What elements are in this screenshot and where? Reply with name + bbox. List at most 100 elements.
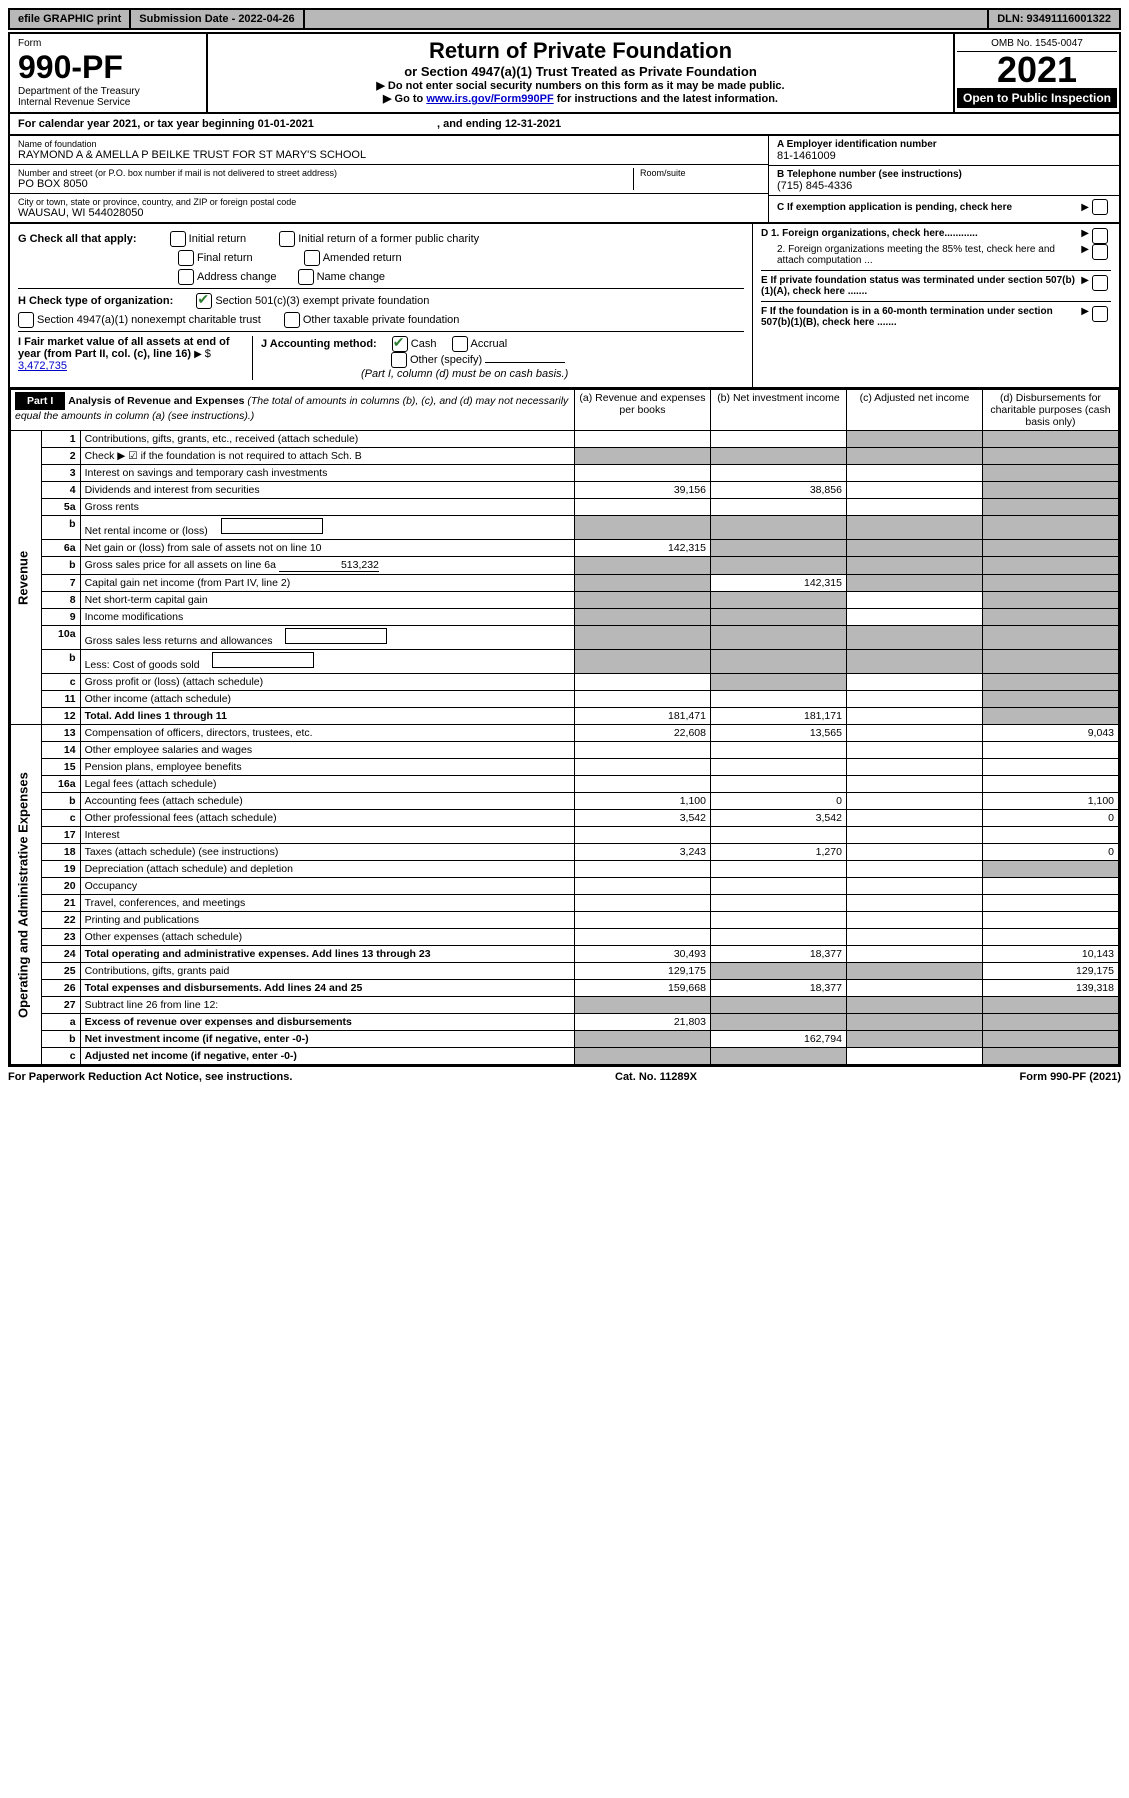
form-label: Form	[18, 38, 198, 49]
value-cell-b	[710, 912, 846, 929]
value-cell-b: 18,377	[710, 946, 846, 963]
foundation-name: RAYMOND A & AMELLA P BEILKE TRUST FOR ST…	[18, 149, 760, 161]
h-opt2: Section 4947(a)(1) nonexempt charitable …	[37, 314, 261, 326]
exemption-checkbox[interactable]	[1092, 199, 1108, 215]
row-number: 2	[41, 448, 80, 465]
arrow-icon	[1081, 228, 1092, 239]
value-cell-b	[710, 431, 846, 448]
table-row: 6aNet gain or (loss) from sale of assets…	[11, 540, 1119, 557]
value-cell-a	[574, 895, 710, 912]
table-row: 14Other employee salaries and wages	[11, 742, 1119, 759]
table-row: bNet rental income or (loss)	[11, 516, 1119, 540]
part1-label: Part I	[15, 392, 65, 410]
row-description: Gross profit or (loss) (attach schedule)	[80, 674, 574, 691]
value-cell-d	[982, 540, 1118, 557]
form-title: Return of Private Foundation	[216, 38, 945, 64]
j-check-cash[interactable]	[392, 336, 408, 352]
row-description: Other income (attach schedule)	[80, 691, 574, 708]
row-description: Total. Add lines 1 through 11	[80, 708, 574, 725]
value-cell-c	[846, 980, 982, 997]
phone-row: B Telephone number (see instructions) (7…	[769, 166, 1119, 196]
value-cell-c	[846, 1031, 982, 1048]
cal-a: For calendar year 2021, or tax year begi…	[18, 118, 314, 130]
e-label: E If private foundation status was termi…	[761, 275, 1081, 297]
row-number: b	[41, 793, 80, 810]
ein-row: A Employer identification number 81-1461…	[769, 136, 1119, 166]
city-row: City or town, state or province, country…	[10, 194, 768, 222]
value-cell-b: 1,270	[710, 844, 846, 861]
revenue-side-label: Revenue	[11, 431, 42, 725]
g-check-address[interactable]	[178, 269, 194, 285]
row-number: b	[41, 650, 80, 674]
city-value: WAUSAU, WI 544028050	[18, 207, 760, 219]
row-description: Legal fees (attach schedule)	[80, 776, 574, 793]
row-number: 18	[41, 844, 80, 861]
g-opt-2: Final return	[197, 252, 253, 264]
table-row: cGross profit or (loss) (attach schedule…	[11, 674, 1119, 691]
e-row: E If private foundation status was termi…	[761, 270, 1111, 297]
value-cell-d	[982, 482, 1118, 499]
top-spacer	[305, 10, 988, 28]
row-number: 24	[41, 946, 80, 963]
j-label: J Accounting method:	[261, 338, 377, 350]
row-number: a	[41, 1014, 80, 1031]
value-cell-b: 142,315	[710, 575, 846, 592]
footer-right: Form 990-PF (2021)	[1020, 1071, 1122, 1083]
h-row: H Check type of organization: Section 50…	[18, 288, 744, 309]
page-footer: For Paperwork Reduction Act Notice, see …	[8, 1067, 1121, 1087]
d2-checkbox[interactable]	[1092, 244, 1108, 260]
room-label: Room/suite	[640, 168, 760, 178]
value-cell-d	[982, 1031, 1118, 1048]
value-cell-d	[982, 827, 1118, 844]
g-check-initial[interactable]	[170, 231, 186, 247]
form-header: Form 990-PF Department of the Treasury I…	[8, 32, 1121, 114]
i-value-link[interactable]: 3,472,735	[18, 360, 67, 372]
f-row: F If the foundation is in a 60-month ter…	[761, 301, 1111, 328]
d1-checkbox[interactable]	[1092, 228, 1108, 244]
row-description: Capital gain net income (from Part IV, l…	[80, 575, 574, 592]
instr2-prefix: ▶ Go to	[383, 93, 426, 105]
table-row: 2Check ▶ ☑ if the foundation is not requ…	[11, 448, 1119, 465]
addr-label: Number and street (or P.O. box number if…	[18, 168, 633, 178]
value-cell-b	[710, 516, 846, 540]
value-cell-b	[710, 895, 846, 912]
table-row: cAdjusted net income (if negative, enter…	[11, 1048, 1119, 1065]
g-check-amended[interactable]	[304, 250, 320, 266]
value-cell-d	[982, 895, 1118, 912]
value-cell-d	[982, 592, 1118, 609]
table-row: 18Taxes (attach schedule) (see instructi…	[11, 844, 1119, 861]
name-row: Name of foundation RAYMOND A & AMELLA P …	[10, 136, 768, 165]
f-checkbox[interactable]	[1092, 306, 1108, 322]
j-check-other[interactable]	[391, 352, 407, 368]
h-check-other-taxable[interactable]	[284, 312, 300, 328]
value-cell-b: 38,856	[710, 482, 846, 499]
phone-value: (715) 845-4336	[777, 180, 1111, 192]
g-row: G Check all that apply: Initial return I…	[18, 231, 744, 247]
submission-date: Submission Date - 2022-04-26	[131, 10, 302, 28]
value-cell-c	[846, 499, 982, 516]
efile-label[interactable]: efile GRAPHIC print	[10, 10, 129, 28]
e-checkbox[interactable]	[1092, 275, 1108, 291]
form990pf-link[interactable]: www.irs.gov/Form990PF	[426, 93, 553, 105]
cal-b: , and ending 12-31-2021	[437, 118, 561, 130]
value-cell-a: 21,803	[574, 1014, 710, 1031]
value-cell-d	[982, 776, 1118, 793]
h-check-501c3[interactable]	[196, 293, 212, 309]
g-check-initial-former[interactable]	[279, 231, 295, 247]
j-check-accrual[interactable]	[452, 336, 468, 352]
table-row: Revenue1Contributions, gifts, grants, et…	[11, 431, 1119, 448]
arrow-icon	[1081, 275, 1092, 286]
value-cell-b	[710, 929, 846, 946]
value-cell-b	[710, 827, 846, 844]
row-number: b	[41, 1031, 80, 1048]
g-check-name[interactable]	[298, 269, 314, 285]
arrow-icon	[1081, 202, 1092, 213]
h-check-4947[interactable]	[18, 312, 34, 328]
table-row: 23Other expenses (attach schedule)	[11, 929, 1119, 946]
g-check-final[interactable]	[178, 250, 194, 266]
row-description: Other employee salaries and wages	[80, 742, 574, 759]
value-cell-a: 1,100	[574, 793, 710, 810]
value-cell-d	[982, 465, 1118, 482]
def-right: D 1. Foreign organizations, check here..…	[752, 224, 1119, 387]
value-cell-a	[574, 609, 710, 626]
